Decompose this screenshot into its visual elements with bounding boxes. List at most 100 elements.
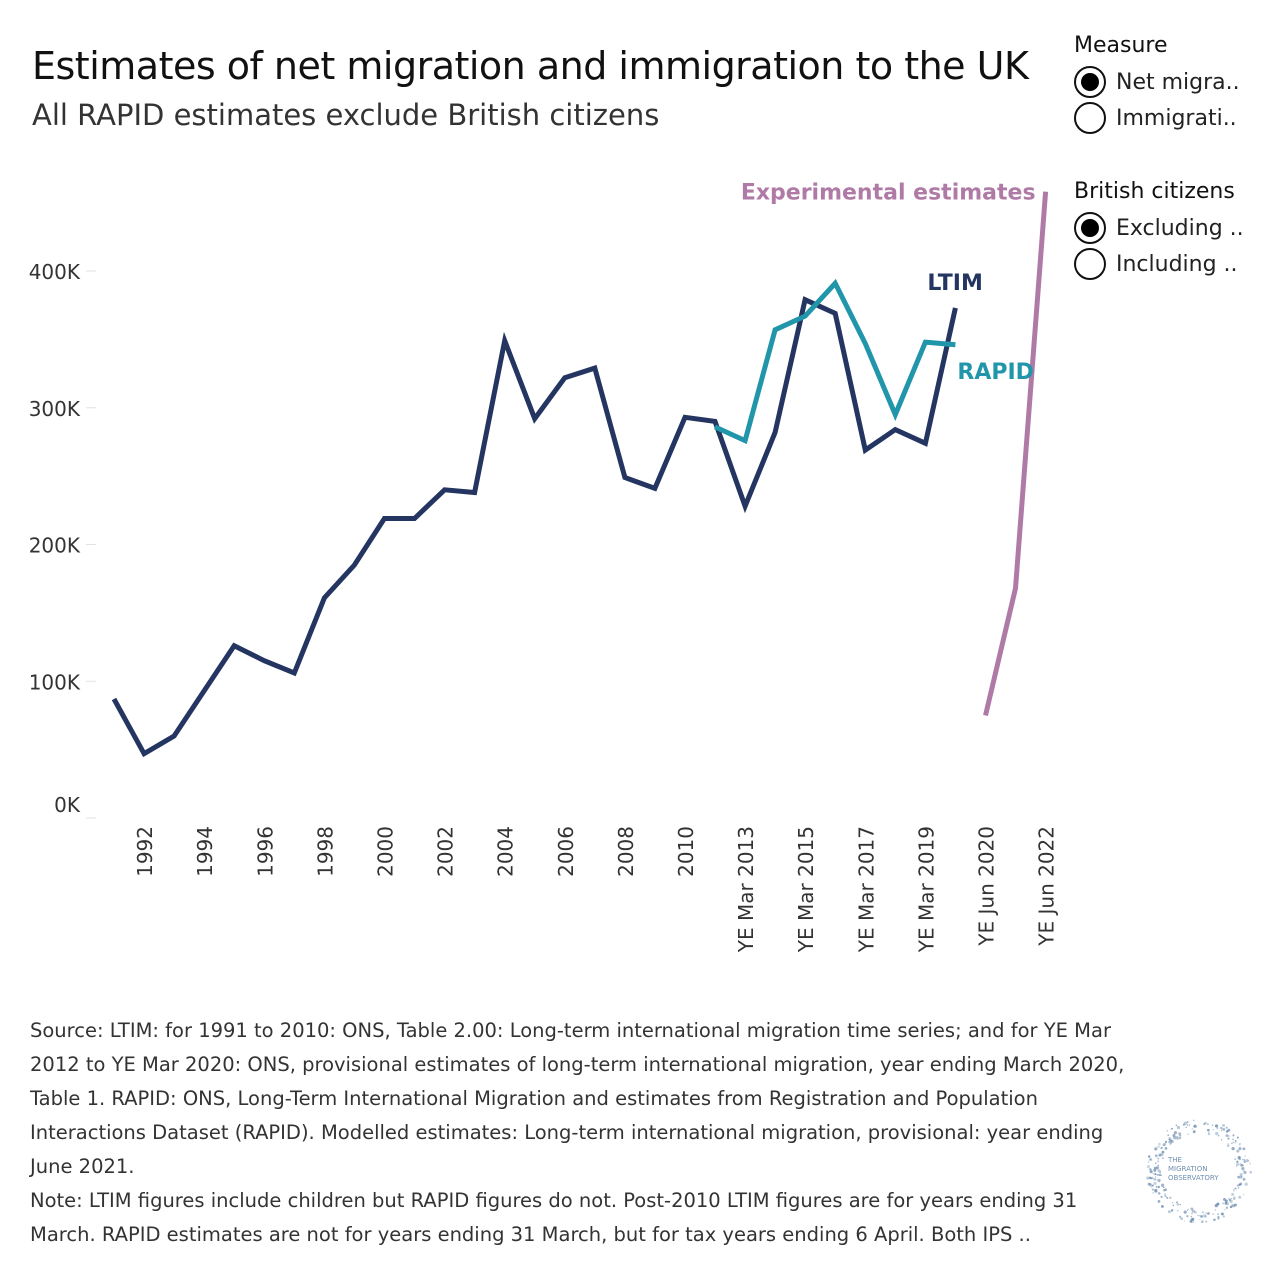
- logo-dot: [1236, 1160, 1239, 1163]
- logo-dot: [1213, 1218, 1216, 1221]
- y-tick-label: 400K: [29, 260, 81, 284]
- logo-dot: [1220, 1129, 1223, 1132]
- british-citizens-filter: British citizens Excluding .. Including …: [1074, 179, 1244, 282]
- logo-ring: [1146, 1119, 1252, 1224]
- logo-dot: [1232, 1196, 1236, 1200]
- logo-dot: [1151, 1176, 1154, 1180]
- logo-dot: [1157, 1191, 1161, 1195]
- logo-dot: [1170, 1128, 1173, 1130]
- logo-dot: [1234, 1141, 1236, 1144]
- footnote-note: Note: LTIM figures include children but …: [30, 1189, 1078, 1246]
- logo-dot: [1159, 1171, 1162, 1174]
- radio-including[interactable]: [1074, 248, 1106, 280]
- x-tick-label: 2010: [674, 826, 698, 877]
- logo-dot: [1182, 1123, 1185, 1126]
- series-label-ltim: LTIM: [927, 271, 982, 296]
- logo-dot: [1164, 1140, 1168, 1143]
- measure-filter-title: Measure: [1074, 33, 1168, 58]
- logo-dot: [1163, 1193, 1167, 1196]
- citizens-option-excluding[interactable]: Excluding ..: [1074, 210, 1244, 246]
- measure-option-net-migration[interactable]: Net migra..: [1074, 64, 1240, 100]
- measure-option-immigration[interactable]: Immigrati..: [1074, 100, 1240, 136]
- logo-dot: [1154, 1178, 1157, 1181]
- logo-dot: [1155, 1186, 1157, 1188]
- logo-dot: [1227, 1128, 1231, 1132]
- logo-dot: [1193, 1124, 1197, 1128]
- footnote-source: Source: LTIM: for 1991 to 2010: ONS, Tab…: [30, 1019, 1125, 1178]
- logo-dot: [1203, 1122, 1206, 1126]
- radio-excluding[interactable]: [1074, 212, 1106, 244]
- citizens-option-including[interactable]: Including ..: [1074, 246, 1244, 282]
- logo-dot: [1157, 1157, 1159, 1160]
- logo-dot: [1215, 1131, 1219, 1136]
- logo-dot: [1157, 1169, 1161, 1173]
- radio-immigration[interactable]: [1074, 102, 1106, 134]
- logo-dot: [1186, 1121, 1189, 1124]
- logo-dot: [1207, 1128, 1210, 1132]
- logo-dot: [1185, 1126, 1187, 1129]
- logo-dot: [1148, 1182, 1151, 1186]
- logo-dot: [1242, 1193, 1245, 1196]
- logo-dot: [1224, 1199, 1228, 1203]
- logo-dot: [1214, 1124, 1219, 1128]
- x-tick-label: 1994: [193, 826, 217, 877]
- x-tick-label: 2008: [614, 826, 638, 877]
- logo-dot: [1175, 1135, 1179, 1139]
- logo-dot: [1176, 1202, 1180, 1206]
- series-label-rapid: RAPID: [957, 360, 1034, 385]
- logo-dot: [1152, 1177, 1156, 1181]
- logo-dot: [1158, 1142, 1161, 1146]
- logo-dot: [1151, 1188, 1154, 1191]
- logo-dot: [1240, 1163, 1244, 1167]
- logo-dot: [1191, 1212, 1193, 1215]
- logo-dot: [1157, 1164, 1159, 1167]
- logo-dot: [1192, 1130, 1196, 1134]
- logo-dot: [1161, 1157, 1164, 1160]
- logo-dot: [1204, 1215, 1207, 1218]
- logo-dot: [1222, 1123, 1226, 1127]
- y-tick-label: 200K: [29, 534, 81, 558]
- measure-filter: Measure Net migra.. Immigrati..: [1074, 33, 1240, 136]
- x-tick-label: YE Jun 2020: [974, 826, 998, 947]
- x-tick-label: 1992: [133, 826, 157, 877]
- logo-dot: [1160, 1204, 1164, 1208]
- logo-dot: [1208, 1131, 1210, 1134]
- radio-net-migration[interactable]: [1074, 66, 1106, 98]
- chart-subtitle: All RAPID estimates exclude British citi…: [32, 98, 660, 132]
- logo-dot: [1183, 1210, 1187, 1214]
- x-tick-label: 1998: [313, 826, 337, 877]
- logo-dot: [1238, 1156, 1241, 1159]
- logo-dot: [1156, 1173, 1159, 1176]
- logo-dot: [1193, 1221, 1195, 1223]
- logo-dot: [1170, 1209, 1174, 1212]
- logo-dot: [1188, 1124, 1191, 1126]
- logo-dot: [1169, 1143, 1171, 1145]
- logo-dot: [1245, 1158, 1249, 1163]
- logo-dot: [1166, 1130, 1168, 1132]
- logo-dot: [1231, 1147, 1235, 1151]
- x-tick-label: 1996: [253, 826, 277, 877]
- logo-dot: [1148, 1176, 1152, 1180]
- logo-dot: [1236, 1165, 1238, 1167]
- logo-dot: [1198, 1215, 1201, 1217]
- logo-dot: [1227, 1143, 1229, 1145]
- logo-dot: [1233, 1189, 1235, 1192]
- logo-dot: [1187, 1133, 1189, 1136]
- x-tick-label: YE Mar 2015: [794, 826, 818, 953]
- logo-dot: [1230, 1142, 1233, 1145]
- logo-dot: [1150, 1185, 1153, 1188]
- logo-dot: [1163, 1186, 1165, 1189]
- series-line-rapid: [713, 278, 956, 445]
- series-labels: LTIM RAPID Experimental estimates: [741, 181, 1036, 385]
- logo-dot: [1160, 1153, 1164, 1157]
- logo-dot: [1214, 1209, 1217, 1211]
- logo-dot: [1169, 1196, 1172, 1200]
- logo-dot: [1162, 1143, 1166, 1147]
- logo-text-line2: MIGRATION: [1168, 1165, 1207, 1173]
- logo-dot: [1176, 1125, 1181, 1130]
- logo-dot: [1146, 1176, 1150, 1180]
- logo-dot: [1249, 1170, 1252, 1174]
- x-tick-label: YE Mar 2013: [734, 826, 758, 953]
- logo-dot: [1157, 1160, 1160, 1163]
- logo-dot: [1190, 1215, 1193, 1218]
